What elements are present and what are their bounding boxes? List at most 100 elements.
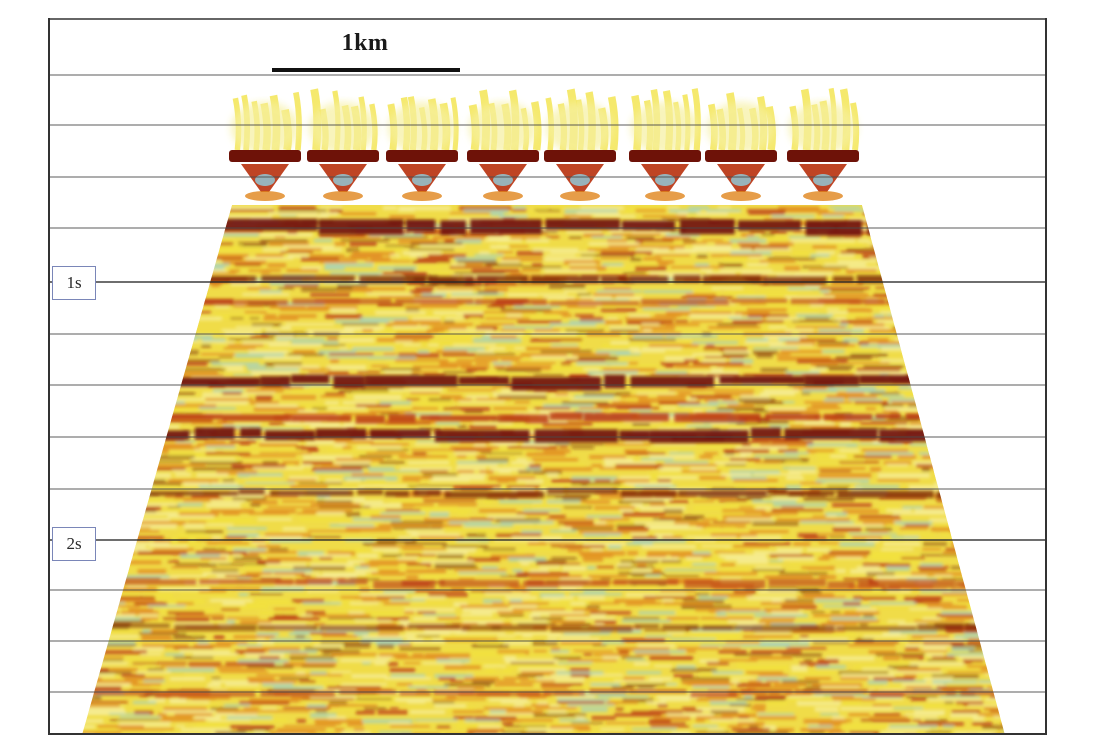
noise-streak bbox=[594, 620, 617, 625]
noise-streak bbox=[413, 641, 445, 644]
noise-streak bbox=[842, 509, 879, 514]
noise-streak bbox=[888, 416, 921, 420]
noise-streak bbox=[571, 476, 618, 481]
noise-streak bbox=[706, 662, 729, 665]
noise-streak bbox=[179, 614, 224, 617]
noise-streak bbox=[287, 230, 298, 235]
noise-streak bbox=[627, 551, 638, 556]
noise-streak bbox=[849, 533, 897, 536]
noise-streak bbox=[729, 470, 781, 475]
noise-streak bbox=[517, 320, 562, 324]
noise-streak bbox=[900, 392, 918, 396]
noise-streak bbox=[244, 311, 267, 314]
noise-streak bbox=[554, 326, 601, 329]
noise-streak bbox=[754, 455, 799, 458]
noise-streak bbox=[695, 608, 721, 613]
noise-streak bbox=[871, 419, 920, 422]
noise-streak bbox=[82, 719, 104, 723]
noise-streak bbox=[632, 539, 687, 544]
noise-streak bbox=[628, 362, 638, 365]
noise-streak bbox=[410, 392, 440, 395]
noise-streak bbox=[457, 260, 497, 265]
noise-streak bbox=[681, 680, 730, 685]
noise-streak bbox=[711, 497, 737, 500]
noise-streak bbox=[523, 509, 561, 512]
noise-streak bbox=[819, 587, 872, 591]
reflector-segment bbox=[427, 276, 474, 285]
noise-streak bbox=[445, 284, 489, 286]
noise-streak bbox=[139, 695, 150, 697]
noise-streak bbox=[763, 608, 799, 613]
noise-streak bbox=[287, 254, 308, 258]
noise-streak bbox=[453, 485, 501, 490]
noise-streak bbox=[280, 251, 313, 254]
noise-streak bbox=[696, 731, 730, 734]
noise-streak bbox=[950, 587, 975, 592]
noise-streak bbox=[307, 704, 327, 709]
noise-streak bbox=[438, 677, 456, 681]
noise-streak bbox=[201, 344, 211, 348]
noise-streak bbox=[245, 653, 285, 658]
noise-streak bbox=[428, 593, 469, 597]
noise-streak bbox=[98, 641, 136, 646]
reflector-segment bbox=[752, 625, 835, 632]
noise-streak bbox=[881, 587, 901, 591]
noise-streak bbox=[815, 599, 861, 603]
noise-streak bbox=[375, 641, 410, 646]
noise-streak bbox=[636, 392, 675, 394]
noise-streak bbox=[230, 281, 260, 286]
noise-streak bbox=[790, 239, 828, 243]
noise-streak bbox=[711, 287, 743, 290]
noise-streak bbox=[934, 575, 952, 578]
noise-streak bbox=[396, 332, 431, 335]
noise-streak bbox=[769, 425, 789, 430]
noise-streak bbox=[412, 407, 439, 411]
noise-streak bbox=[798, 512, 824, 515]
noise-streak bbox=[142, 644, 189, 648]
noise-streak bbox=[831, 419, 862, 423]
noise-streak bbox=[867, 680, 888, 685]
noise-streak bbox=[569, 320, 605, 324]
noise-streak bbox=[571, 722, 603, 724]
reflector-segment bbox=[730, 298, 788, 303]
noise-streak bbox=[572, 608, 598, 612]
noise-streak bbox=[469, 629, 521, 634]
noise-streak bbox=[810, 254, 830, 257]
noise-streak bbox=[208, 719, 251, 722]
noise-streak bbox=[616, 218, 660, 222]
noise-streak bbox=[587, 566, 596, 570]
noise-streak bbox=[588, 485, 630, 488]
noise-streak bbox=[642, 215, 687, 218]
noise-streak bbox=[746, 488, 777, 493]
noise-streak bbox=[255, 404, 298, 408]
noise-streak bbox=[667, 425, 680, 430]
noise-streak bbox=[379, 461, 405, 464]
noise-streak bbox=[853, 665, 887, 669]
noise-streak bbox=[477, 371, 505, 375]
noise-streak bbox=[244, 554, 259, 556]
noise-streak bbox=[753, 347, 799, 350]
noise-streak bbox=[652, 518, 698, 521]
noise-streak bbox=[173, 647, 214, 650]
noise-streak bbox=[854, 272, 890, 277]
noise-streak bbox=[791, 665, 807, 669]
noise-streak bbox=[96, 650, 147, 655]
noise-streak bbox=[794, 218, 842, 222]
noise-streak bbox=[82, 710, 126, 715]
noise-streak bbox=[583, 368, 600, 371]
reflector-segment bbox=[619, 430, 650, 441]
noise-streak bbox=[743, 401, 784, 405]
noise-streak bbox=[1003, 731, 1005, 734]
noise-streak bbox=[731, 284, 751, 287]
noise-streak bbox=[763, 299, 817, 304]
noise-streak bbox=[112, 593, 140, 598]
noise-streak bbox=[450, 542, 478, 547]
noise-streak bbox=[398, 536, 412, 540]
noise-streak bbox=[128, 608, 154, 613]
noise-streak bbox=[777, 449, 798, 453]
noise-streak bbox=[389, 722, 410, 724]
noise-streak bbox=[531, 704, 550, 707]
noise-streak bbox=[205, 452, 251, 456]
noise-streak bbox=[717, 323, 758, 327]
noise-streak bbox=[548, 542, 576, 545]
